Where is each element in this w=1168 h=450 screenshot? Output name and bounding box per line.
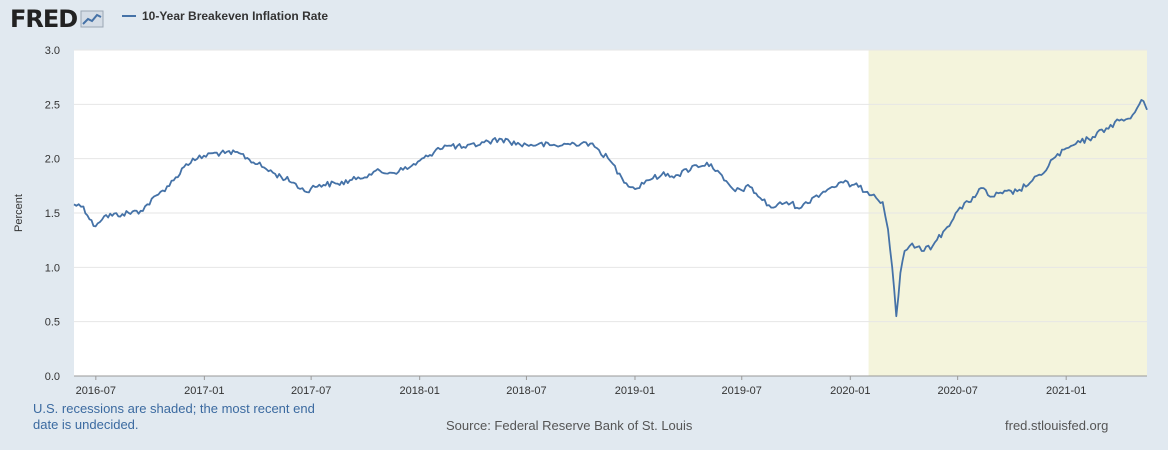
y-axis-label: Percent [13,194,25,232]
x-tick-label-6: 2019-07 [722,385,762,397]
x-tick-label-9: 2021-01 [1046,385,1086,397]
x-tick-label-2: 2017-07 [291,385,331,397]
fred-logo-text: FRED [10,5,78,33]
y-tick-label-2: 1.0 [45,262,60,274]
chart-trend-icon [80,10,104,28]
y-axis: 0.0 0.5 1.0 1.5 2.0 2.5 3.0 [45,45,1147,383]
x-axis: 2016-07 2017-01 2017-07 2018-01 2018-07 2019-… [76,376,1086,397]
x-tick-label-7: 2020-01 [830,385,870,397]
recession-note: U.S. recessions are shaded; the most rec… [33,401,315,432]
y-tick-label-6: 3.0 [45,45,60,57]
x-tick-label-5: 2019-01 [615,385,655,397]
x-tick-label-3: 2018-01 [399,385,439,397]
fred-logo[interactable]: FRED [10,5,104,33]
legend-label: 10-Year Breakeven Inflation Rate [142,9,329,23]
x-tick-label-1: 2017-01 [184,385,224,397]
chart-legend[interactable]: 10-Year Breakeven Inflation Rate [122,9,328,23]
legend-swatch [122,15,136,17]
y-tick-label-1: 0.5 [45,317,60,329]
x-tick-label-4: 2018-07 [506,385,546,397]
y-tick-label-3: 1.5 [45,208,60,220]
gridlines [74,49,1147,323]
chart-header: FRED 10-Year Breakeven Inflation Rate [0,0,1168,40]
x-tick-label-0: 2016-07 [76,385,116,397]
source-url-link[interactable]: fred.stlouisfed.org [1005,418,1109,433]
series-line [73,99,1148,318]
source-text: Source: Federal Reserve Bank of St. Loui… [446,418,693,433]
y-tick-label-0: 0.0 [45,371,60,383]
y-tick-label-4: 2.0 [45,154,60,166]
y-tick-label-5: 2.5 [45,99,60,111]
x-tick-label-8: 2020-07 [937,385,977,397]
